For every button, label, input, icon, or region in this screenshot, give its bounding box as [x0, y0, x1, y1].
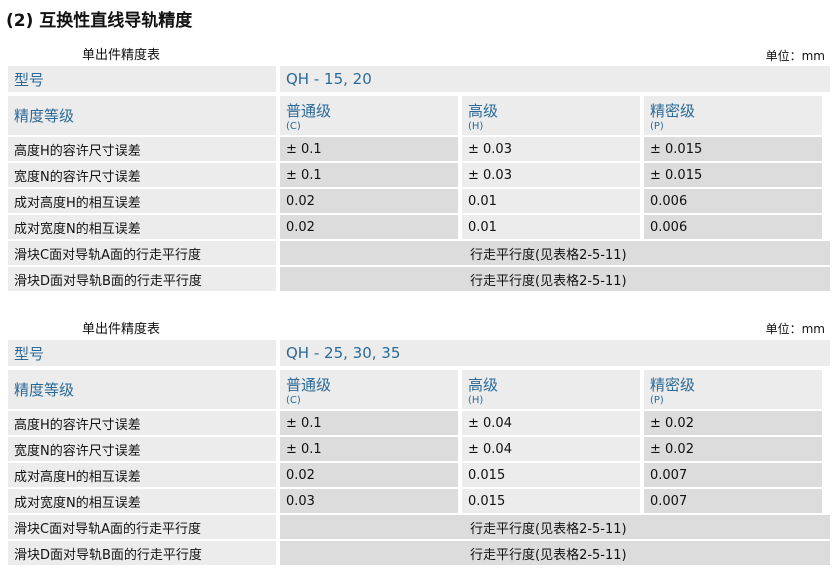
row-label: 高度H的容许尺寸误差 [8, 137, 276, 161]
table-cell: ± 0.1 [280, 137, 458, 161]
table-cell: 0.007 [644, 489, 822, 513]
row-label: 成对宽度N的相互误差 [8, 215, 276, 239]
grade-name: 高级 [468, 375, 499, 394]
grade-label: 精度等级 [8, 370, 276, 409]
grade-code: (C) [286, 394, 301, 406]
grade-name: 普通级 [286, 375, 332, 394]
row-label: 滑块D面对导轨B面的行走平行度 [8, 541, 276, 565]
table-cell: 行走平行度(见表格2-5-11) [280, 241, 830, 265]
row-label: 滑块D面对导轨B面的行走平行度 [8, 267, 276, 291]
unit-label: 单位：mm [765, 49, 825, 63]
grade-row: 精度等级 普通级 (C) 高级 (H) 精密级 (P) [8, 370, 830, 409]
grade-code: (H) [468, 120, 484, 132]
grade-header: 精密级 (P) [644, 96, 822, 135]
table-row: 高度H的容许尺寸误差 ± 0.1 ± 0.04 ± 0.02 [8, 411, 830, 435]
table-cell: 0.01 [462, 189, 640, 213]
model-label: 型号 [8, 340, 276, 366]
table-cell: 0.03 [280, 489, 458, 513]
table-cell: 行走平行度(见表格2-5-11) [280, 267, 830, 291]
table-cell: ± 0.02 [644, 411, 822, 435]
row-label: 成对高度H的相互误差 [8, 189, 276, 213]
grade-name: 精密级 [650, 101, 696, 120]
table-row: 滑块D面对导轨B面的行走平行度 行走平行度(见表格2-5-11) [8, 541, 830, 565]
grade-header: 普通级 (C) [280, 96, 458, 135]
grade-header: 普通级 (C) [280, 370, 458, 409]
grade-code: (H) [468, 394, 484, 406]
table-cell: 0.02 [280, 463, 458, 487]
table-cell: 0.01 [462, 215, 640, 239]
table-row: 成对宽度N的相互误差 0.03 0.015 0.007 [8, 489, 830, 513]
grade-code: (P) [650, 394, 664, 406]
model-row: 型号 QH - 15, 20 [8, 66, 830, 92]
row-label: 滑块C面对导轨A面的行走平行度 [8, 241, 276, 265]
grade-code: (C) [286, 120, 301, 132]
table-subtitle: 单出件精度表 [82, 48, 161, 63]
table-row: 高度H的容许尺寸误差 ± 0.1 ± 0.03 ± 0.015 [8, 137, 830, 161]
row-label: 滑块C面对导轨A面的行走平行度 [8, 515, 276, 539]
grade-name: 精密级 [650, 375, 696, 394]
model-row: 型号 QH - 25, 30, 35 [8, 340, 830, 366]
table-row: 滑块C面对导轨A面的行走平行度 行走平行度(见表格2-5-11) [8, 241, 830, 265]
table-cell: 0.007 [644, 463, 822, 487]
table-cell: 0.02 [280, 189, 458, 213]
table-cell: 行走平行度(见表格2-5-11) [280, 541, 830, 565]
row-label: 宽度N的容许尺寸误差 [8, 437, 276, 461]
table-cell: 0.006 [644, 189, 822, 213]
table-cell: 0.006 [644, 215, 822, 239]
unit-label: 单位：mm [765, 322, 825, 336]
grade-header: 高级 (H) [462, 370, 640, 409]
table-cell: 行走平行度(见表格2-5-11) [280, 515, 830, 539]
table-row: 成对宽度N的相互误差 0.02 0.01 0.006 [8, 215, 830, 239]
table-cell: ± 0.015 [644, 163, 822, 187]
grade-name: 高级 [468, 101, 499, 120]
table-cell: ± 0.02 [644, 437, 822, 461]
grade-header: 精密级 (P) [644, 370, 822, 409]
table-cell: ± 0.04 [462, 437, 640, 461]
model-value: QH - 15, 20 [280, 66, 830, 92]
table-cell: ± 0.015 [644, 137, 822, 161]
model-value: QH - 25, 30, 35 [280, 340, 830, 366]
table-row: 宽度N的容许尺寸误差 ± 0.1 ± 0.04 ± 0.02 [8, 437, 830, 461]
table-cell: ± 0.03 [462, 163, 640, 187]
grade-row: 精度等级 普通级 (C) 高级 (H) 精密级 (P) [8, 96, 830, 135]
table-subtitle: 单出件精度表 [82, 322, 161, 337]
table-cell: ± 0.1 [280, 163, 458, 187]
table-cell: 0.015 [462, 489, 640, 513]
table-cell: 0.02 [280, 215, 458, 239]
grade-name: 普通级 [286, 101, 332, 120]
precision-table: 型号 QH - 25, 30, 35 精度等级 普通级 (C) 高级 (H) 精密级 (P)… [8, 340, 830, 567]
section-title: (2) 互换性直线导轨精度 [6, 11, 193, 31]
table-cell: ± 0.1 [280, 411, 458, 435]
grade-code: (P) [650, 120, 664, 132]
table-row: 宽度N的容许尺寸误差 ± 0.1 ± 0.03 ± 0.015 [8, 163, 830, 187]
model-label: 型号 [8, 66, 276, 92]
row-label: 成对宽度N的相互误差 [8, 489, 276, 513]
table-row: 成对高度H的相互误差 0.02 0.01 0.006 [8, 189, 830, 213]
grade-label: 精度等级 [8, 96, 276, 135]
row-label: 宽度N的容许尺寸误差 [8, 163, 276, 187]
table-row: 滑块C面对导轨A面的行走平行度 行走平行度(见表格2-5-11) [8, 515, 830, 539]
table-row: 滑块D面对导轨B面的行走平行度 行走平行度(见表格2-5-11) [8, 267, 830, 291]
table-cell: ± 0.1 [280, 437, 458, 461]
row-label: 成对高度H的相互误差 [8, 463, 276, 487]
table-row: 成对高度H的相互误差 0.02 0.015 0.007 [8, 463, 830, 487]
table-cell: ± 0.03 [462, 137, 640, 161]
table-cell: ± 0.04 [462, 411, 640, 435]
precision-table: 型号 QH - 15, 20 精度等级 普通级 (C) 高级 (H) 精密级 (P) 高度H的… [8, 66, 830, 293]
table-cell: 0.015 [462, 463, 640, 487]
row-label: 高度H的容许尺寸误差 [8, 411, 276, 435]
grade-header: 高级 (H) [462, 96, 640, 135]
